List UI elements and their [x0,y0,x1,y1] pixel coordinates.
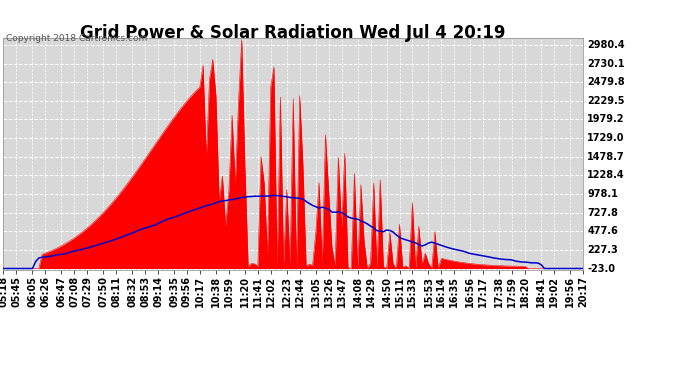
Text: 2730.1: 2730.1 [587,58,624,69]
Text: 727.8: 727.8 [587,208,618,218]
Text: 1729.0: 1729.0 [587,133,624,143]
Text: 2980.4: 2980.4 [587,40,625,50]
Text: 2229.5: 2229.5 [587,96,624,106]
Text: 227.3: 227.3 [587,245,618,255]
Text: Grid Power & Solar Radiation Wed Jul 4 20:19: Grid Power & Solar Radiation Wed Jul 4 2… [81,24,506,42]
Text: 1478.7: 1478.7 [587,152,625,162]
Text: 978.1: 978.1 [587,189,618,199]
Text: Copyright 2018 Cartronics.com: Copyright 2018 Cartronics.com [6,34,147,43]
Text: 477.6: 477.6 [587,226,618,236]
Text: 1979.2: 1979.2 [587,114,624,125]
Text: -23.0: -23.0 [587,264,615,273]
Text: 1228.4: 1228.4 [587,170,625,180]
Text: 2479.8: 2479.8 [587,77,625,87]
